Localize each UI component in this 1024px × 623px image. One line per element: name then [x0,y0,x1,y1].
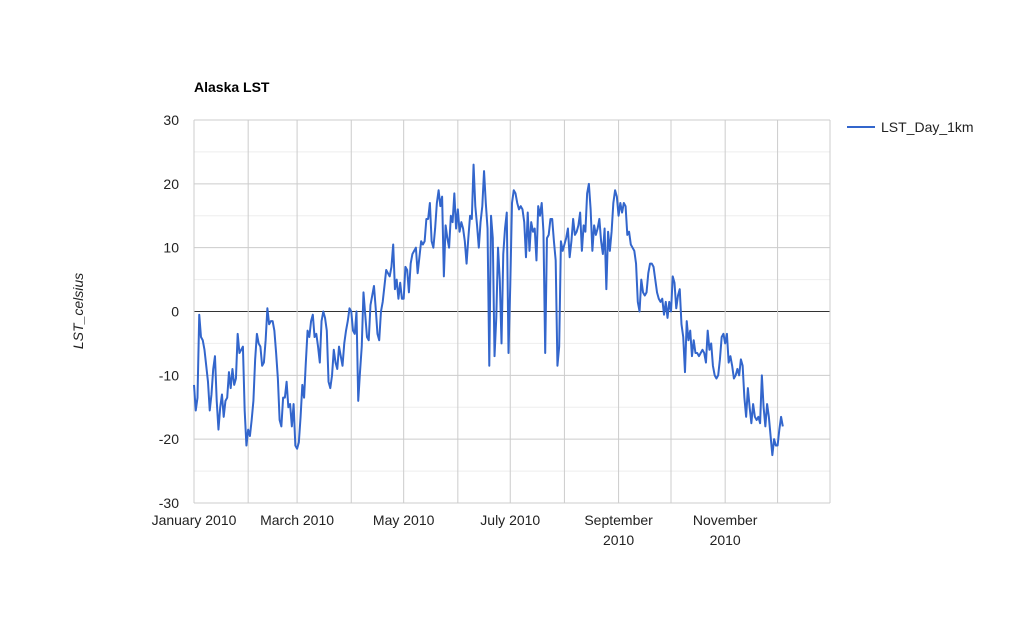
chart-title: Alaska LST [194,79,270,95]
legend[interactable]: LST_Day_1km [847,119,974,135]
y-tick-label: -20 [159,431,179,447]
y-tick-labels: 30 20 10 0 -10 -20 -30 [159,112,179,511]
series-layer [193,163,784,457]
y-axis-label: LST_celsius [70,273,86,349]
series-line-0[interactable] [193,163,784,457]
grid [193,119,831,504]
x-tick-label: 2010 [603,532,634,548]
y-tick-label: 10 [163,240,179,256]
x-tick-label: January 2010 [152,512,237,528]
legend-label: LST_Day_1km [881,119,974,135]
y-tick-label: -30 [159,495,179,511]
y-tick-label: 30 [163,112,179,128]
x-tick-label: March 2010 [260,512,334,528]
y-tick-label: 20 [163,176,179,192]
x-tick-labels: January 2010 March 2010 May 2010 July 2010 S… [152,512,758,548]
x-tick-label: July 2010 [480,512,540,528]
x-tick-label: 2010 [710,532,741,548]
x-tick-label: September [584,512,653,528]
x-tick-label: May 2010 [373,512,435,528]
x-tick-label: November [693,512,758,528]
y-tick-label: 0 [171,304,179,320]
y-tick-label: -10 [159,367,179,383]
